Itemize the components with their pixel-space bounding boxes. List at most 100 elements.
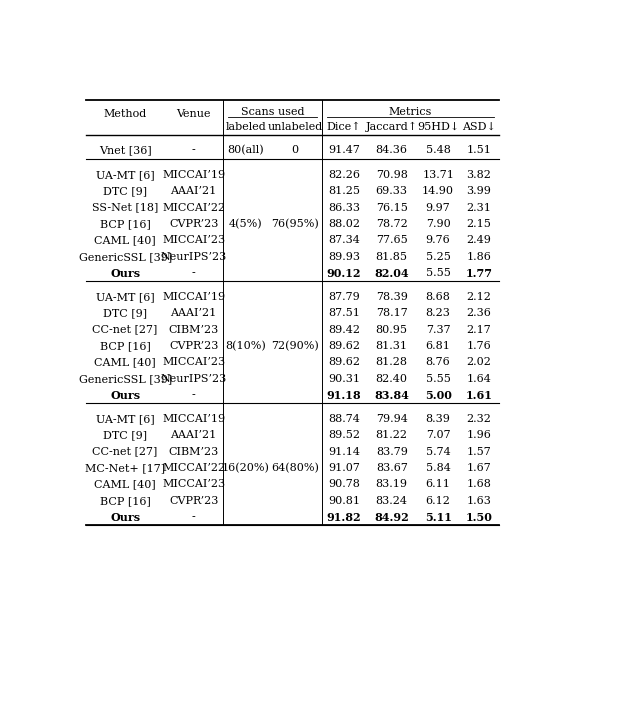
Text: DTC [9]: DTC [9] bbox=[103, 430, 147, 441]
Text: 9.97: 9.97 bbox=[426, 203, 451, 213]
Text: MICCAI’23: MICCAI’23 bbox=[162, 479, 225, 489]
Text: 5.84: 5.84 bbox=[426, 463, 451, 473]
Text: 8.76: 8.76 bbox=[426, 357, 451, 367]
Text: 89.42: 89.42 bbox=[328, 325, 360, 335]
Text: Vnet [36]: Vnet [36] bbox=[99, 145, 152, 156]
Text: MICCAI’23: MICCAI’23 bbox=[162, 235, 225, 245]
Text: 84.92: 84.92 bbox=[374, 512, 409, 522]
Text: 87.79: 87.79 bbox=[328, 292, 360, 302]
Text: 81.85: 81.85 bbox=[376, 252, 408, 262]
Text: -: - bbox=[192, 513, 195, 522]
Text: 83.24: 83.24 bbox=[376, 496, 408, 505]
Text: AAAI’21: AAAI’21 bbox=[170, 430, 217, 441]
Text: 88.74: 88.74 bbox=[328, 414, 360, 424]
Text: NeurIPS’23: NeurIPS’23 bbox=[161, 374, 227, 384]
Text: 72(90%): 72(90%) bbox=[271, 341, 319, 351]
Text: 82.04: 82.04 bbox=[374, 268, 409, 278]
Text: 5.11: 5.11 bbox=[425, 512, 452, 522]
Text: 81.25: 81.25 bbox=[328, 186, 360, 196]
Text: 80.95: 80.95 bbox=[376, 325, 408, 335]
Text: 69.33: 69.33 bbox=[376, 186, 408, 196]
Text: 5.74: 5.74 bbox=[426, 447, 451, 457]
Text: 89.62: 89.62 bbox=[328, 341, 360, 351]
Text: 2.12: 2.12 bbox=[467, 292, 492, 302]
Text: AAAI’21: AAAI’21 bbox=[170, 186, 217, 196]
Text: MICCAI’19: MICCAI’19 bbox=[162, 414, 225, 424]
Text: 5.00: 5.00 bbox=[425, 390, 452, 400]
Text: 4(5%): 4(5%) bbox=[229, 219, 262, 229]
Text: 16(20%): 16(20%) bbox=[221, 463, 269, 473]
Text: 7.90: 7.90 bbox=[426, 219, 451, 229]
Text: 2.15: 2.15 bbox=[467, 219, 492, 229]
Text: Method: Method bbox=[104, 109, 147, 119]
Text: CVPR’23: CVPR’23 bbox=[169, 496, 218, 505]
Text: 1.51: 1.51 bbox=[467, 145, 492, 156]
Text: 1.68: 1.68 bbox=[467, 479, 492, 489]
Text: 89.52: 89.52 bbox=[328, 430, 360, 441]
Text: 83.67: 83.67 bbox=[376, 463, 408, 473]
Text: CVPR’23: CVPR’23 bbox=[169, 341, 218, 351]
Text: 86.33: 86.33 bbox=[328, 203, 360, 213]
Text: CC-net [27]: CC-net [27] bbox=[92, 325, 158, 335]
Text: CAML [40]: CAML [40] bbox=[94, 235, 156, 245]
Text: Venue: Venue bbox=[177, 109, 211, 119]
Text: 6.12: 6.12 bbox=[426, 496, 451, 505]
Text: 91.47: 91.47 bbox=[328, 145, 360, 156]
Text: 7.07: 7.07 bbox=[426, 430, 451, 441]
Text: 78.72: 78.72 bbox=[376, 219, 408, 229]
Text: MICCAI’22: MICCAI’22 bbox=[162, 203, 225, 213]
Text: UA-MT [6]: UA-MT [6] bbox=[96, 292, 154, 302]
Text: 14.90: 14.90 bbox=[422, 186, 454, 196]
Text: 8.23: 8.23 bbox=[426, 308, 451, 319]
Text: 90.78: 90.78 bbox=[328, 479, 360, 489]
Text: 2.31: 2.31 bbox=[467, 203, 492, 213]
Text: CAML [40]: CAML [40] bbox=[94, 479, 156, 489]
Text: 91.14: 91.14 bbox=[328, 447, 360, 457]
Text: labeled: labeled bbox=[225, 122, 266, 132]
Text: 87.34: 87.34 bbox=[328, 235, 360, 245]
Text: 6.81: 6.81 bbox=[426, 341, 451, 351]
Text: 91.07: 91.07 bbox=[328, 463, 360, 473]
Text: 81.22: 81.22 bbox=[376, 430, 408, 441]
Text: 2.17: 2.17 bbox=[467, 325, 491, 335]
Text: 90.12: 90.12 bbox=[326, 268, 361, 278]
Text: DTC [9]: DTC [9] bbox=[103, 186, 147, 196]
Text: 76(95%): 76(95%) bbox=[271, 219, 319, 229]
Text: Metrics: Metrics bbox=[389, 106, 432, 117]
Text: 83.84: 83.84 bbox=[374, 390, 409, 400]
Text: unlabeled: unlabeled bbox=[268, 122, 323, 132]
Text: UA-MT [6]: UA-MT [6] bbox=[96, 170, 154, 180]
Text: 82.40: 82.40 bbox=[376, 374, 408, 384]
Text: -: - bbox=[192, 391, 195, 400]
Text: 2.32: 2.32 bbox=[467, 414, 492, 424]
Text: 13.71: 13.71 bbox=[422, 170, 454, 180]
Text: 78.17: 78.17 bbox=[376, 308, 408, 319]
Text: GenericSSL [39]: GenericSSL [39] bbox=[79, 374, 172, 384]
Text: Scans used: Scans used bbox=[241, 106, 304, 117]
Text: -: - bbox=[192, 145, 195, 156]
Text: 2.49: 2.49 bbox=[467, 235, 492, 245]
Text: 5.55: 5.55 bbox=[426, 268, 451, 278]
Text: 1.96: 1.96 bbox=[467, 430, 492, 441]
Text: MICCAI’19: MICCAI’19 bbox=[162, 170, 225, 180]
Text: 87.51: 87.51 bbox=[328, 308, 360, 319]
Text: 8.68: 8.68 bbox=[426, 292, 451, 302]
Text: Jaccard↑: Jaccard↑ bbox=[365, 122, 418, 132]
Text: 1.67: 1.67 bbox=[467, 463, 491, 473]
Text: 5.55: 5.55 bbox=[426, 374, 451, 384]
Text: DTC [9]: DTC [9] bbox=[103, 308, 147, 319]
Text: 1.64: 1.64 bbox=[467, 374, 492, 384]
Text: 1.86: 1.86 bbox=[467, 252, 492, 262]
Text: Ours: Ours bbox=[110, 390, 140, 400]
Text: 5.25: 5.25 bbox=[426, 252, 451, 262]
Text: 2.36: 2.36 bbox=[467, 308, 492, 319]
Text: CIBM’23: CIBM’23 bbox=[168, 447, 219, 457]
Text: 83.79: 83.79 bbox=[376, 447, 408, 457]
Text: 89.93: 89.93 bbox=[328, 252, 360, 262]
Text: CVPR’23: CVPR’23 bbox=[169, 219, 218, 229]
Text: 3.99: 3.99 bbox=[467, 186, 492, 196]
Text: 81.31: 81.31 bbox=[376, 341, 408, 351]
Text: 70.98: 70.98 bbox=[376, 170, 408, 180]
Text: MICCAI’23: MICCAI’23 bbox=[162, 357, 225, 367]
Text: 0: 0 bbox=[292, 145, 299, 156]
